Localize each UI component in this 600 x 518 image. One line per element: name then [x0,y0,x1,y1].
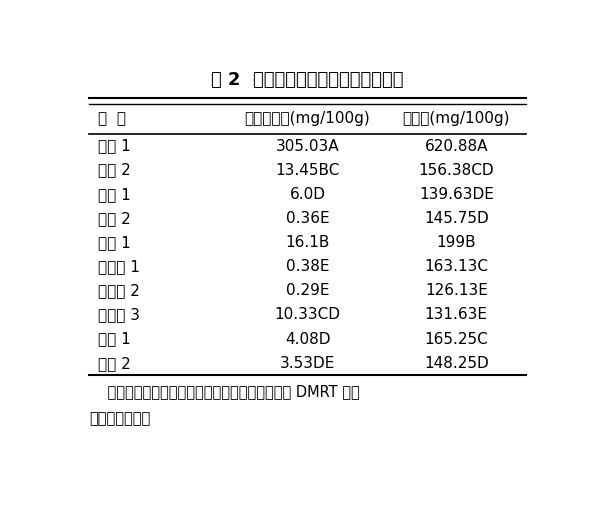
Text: 139.63DE: 139.63DE [419,187,494,202]
Text: 品  种: 品 种 [98,111,126,126]
Text: 本地 1: 本地 1 [98,138,131,153]
Text: 3.53DE: 3.53DE [280,356,335,371]
Text: 0.29E: 0.29E [286,283,329,298]
Text: 台湾 1: 台湾 1 [98,187,131,202]
Text: 199B: 199B [436,235,476,250]
Text: 163.13C: 163.13C [424,259,488,274]
Text: 165.25C: 165.25C [424,332,488,347]
Text: 145.75D: 145.75D [424,211,488,226]
Text: 16.1B: 16.1B [286,235,329,250]
Text: 6.0D: 6.0D [290,187,325,202]
Text: 新加坡 3: 新加坡 3 [98,308,140,322]
Text: 13.45BC: 13.45BC [275,163,340,178]
Text: 本地 2: 本地 2 [98,163,131,178]
Text: 注：表中同列数据后大写英文字母不同者表示经 DMRT 法测: 注：表中同列数据后大写英文字母不同者表示经 DMRT 法测 [89,384,360,399]
Text: 台湾 2: 台湾 2 [98,211,131,226]
Text: 泰国 1: 泰国 1 [98,235,131,250]
Text: 126.13E: 126.13E [425,283,488,298]
Text: 156.38CD: 156.38CD [418,163,494,178]
Text: 表 2  不同杨桃品种果实草酸含量分析: 表 2 不同杨桃品种果实草酸含量分析 [211,71,404,89]
Text: 0.38E: 0.38E [286,259,329,274]
Text: 验差异极显著。: 验差异极显著。 [89,412,150,427]
Text: 新加坡 1: 新加坡 1 [98,259,140,274]
Text: 可溶性草酸(mg/100g): 可溶性草酸(mg/100g) [245,111,370,126]
Text: 新加坡 2: 新加坡 2 [98,283,140,298]
Text: 4.08D: 4.08D [285,332,330,347]
Text: 620.88A: 620.88A [425,138,488,153]
Text: 148.25D: 148.25D [424,356,488,371]
Text: 0.36E: 0.36E [286,211,329,226]
Text: 305.03A: 305.03A [275,138,340,153]
Text: 马来 2: 马来 2 [98,356,131,371]
Text: 10.33CD: 10.33CD [275,308,341,322]
Text: 马来 1: 马来 1 [98,332,131,347]
Text: 131.63E: 131.63E [425,308,488,322]
Text: 总草酸(mg/100g): 总草酸(mg/100g) [403,111,510,126]
